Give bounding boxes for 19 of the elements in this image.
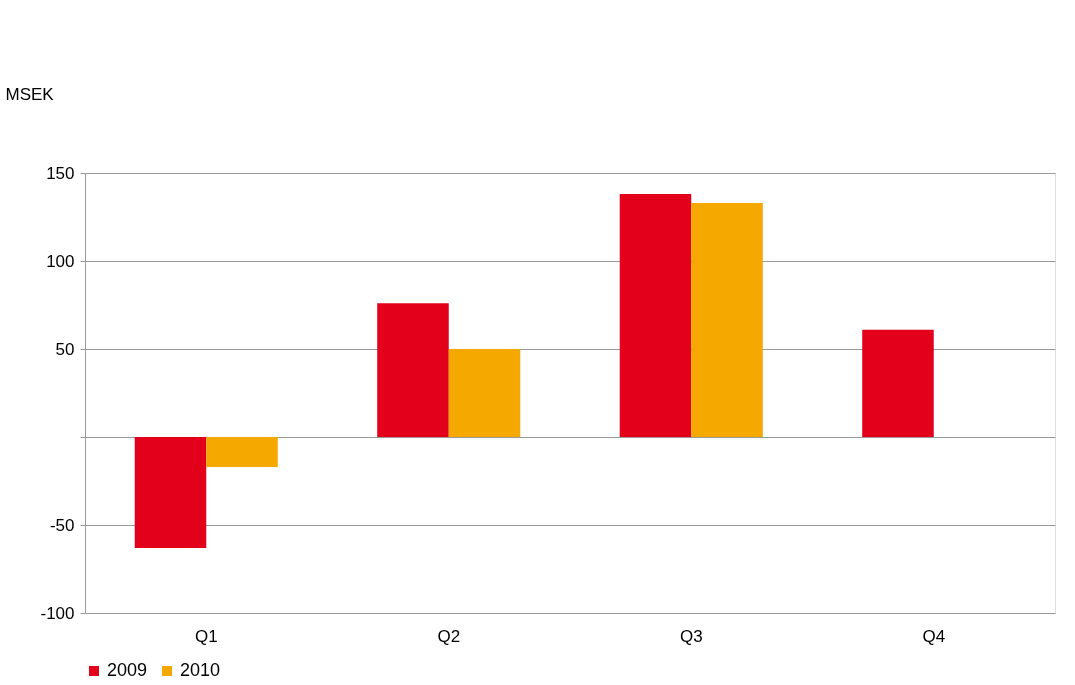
bar (206, 437, 278, 467)
bar (134, 437, 207, 548)
y-axis-title: MSEK (5, 84, 55, 104)
x-tick-label: Q3 (679, 626, 703, 646)
y-tick-label: 100 (46, 251, 75, 271)
x-tick-label: Q1 (194, 626, 218, 646)
bar (691, 202, 763, 437)
legend-label: 2010 (180, 660, 221, 680)
bar (862, 329, 934, 437)
y-tick-label: 150 (46, 163, 75, 183)
bar (448, 349, 521, 437)
y-tick-label: -100 (40, 603, 75, 623)
x-tick-label: Q4 (922, 626, 946, 646)
bar (619, 194, 692, 437)
bar (377, 303, 449, 437)
y-tick-label: -50 (49, 515, 75, 535)
legend-label: 2009 (107, 660, 148, 680)
x-tick-label: Q2 (437, 626, 461, 646)
y-tick-label: 50 (55, 339, 75, 359)
